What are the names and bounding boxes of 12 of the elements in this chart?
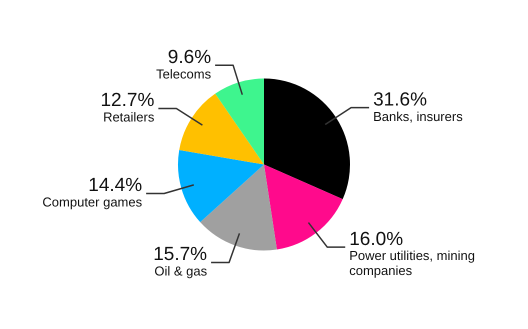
slice-label: Power utilities, mining companies — [349, 248, 475, 278]
slice-label: Oil & gas — [154, 264, 208, 279]
data-label: 9.6% — [168, 46, 212, 68]
slice-label: Banks, insurers — [373, 108, 464, 124]
data-label: 31.6% — [373, 89, 428, 110]
data-label: 14.4% — [88, 175, 142, 196]
data-label: 15.7% — [153, 244, 208, 266]
data-label: 16.0% — [349, 228, 404, 250]
data-label: 12.7% — [100, 90, 154, 112]
slice-label: Retailers — [103, 110, 155, 125]
slice-label: Telecoms — [156, 66, 212, 82]
slice-label: Computer games — [42, 194, 143, 210]
